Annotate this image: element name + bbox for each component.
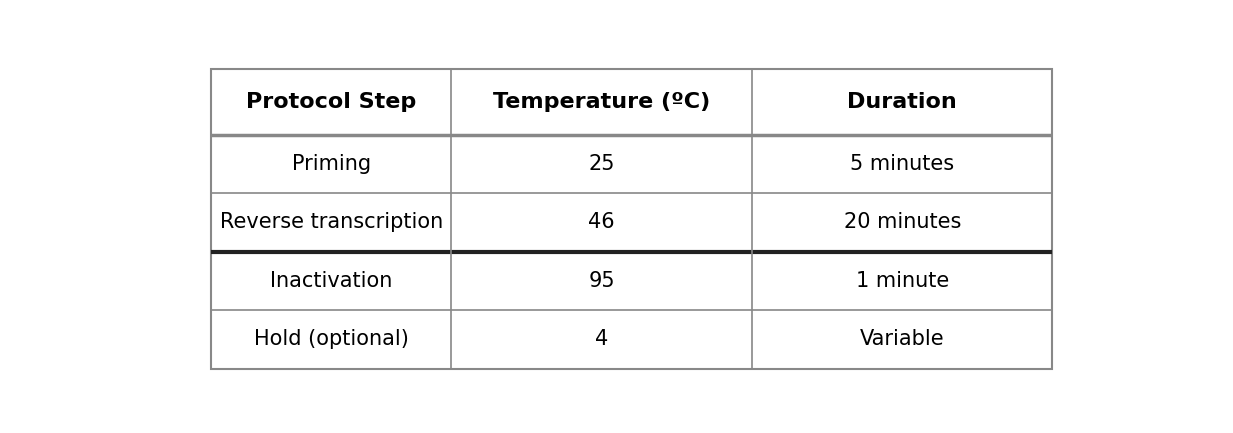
- Text: Variable: Variable: [859, 330, 944, 349]
- Text: 46: 46: [588, 213, 615, 233]
- Text: 5 minutes: 5 minutes: [851, 154, 954, 174]
- Text: 25: 25: [588, 154, 615, 174]
- Text: Reverse transcription: Reverse transcription: [219, 213, 443, 233]
- Text: Inactivation: Inactivation: [270, 271, 392, 291]
- Text: 1 minute: 1 minute: [856, 271, 949, 291]
- Text: Duration: Duration: [847, 92, 957, 112]
- Text: 95: 95: [588, 271, 615, 291]
- Text: Hold (optional): Hold (optional): [254, 330, 408, 349]
- Text: Protocol Step: Protocol Step: [247, 92, 417, 112]
- Text: Temperature (ºC): Temperature (ºC): [493, 92, 710, 112]
- Text: 20 minutes: 20 minutes: [843, 213, 961, 233]
- Text: Priming: Priming: [292, 154, 371, 174]
- Text: 4: 4: [596, 330, 608, 349]
